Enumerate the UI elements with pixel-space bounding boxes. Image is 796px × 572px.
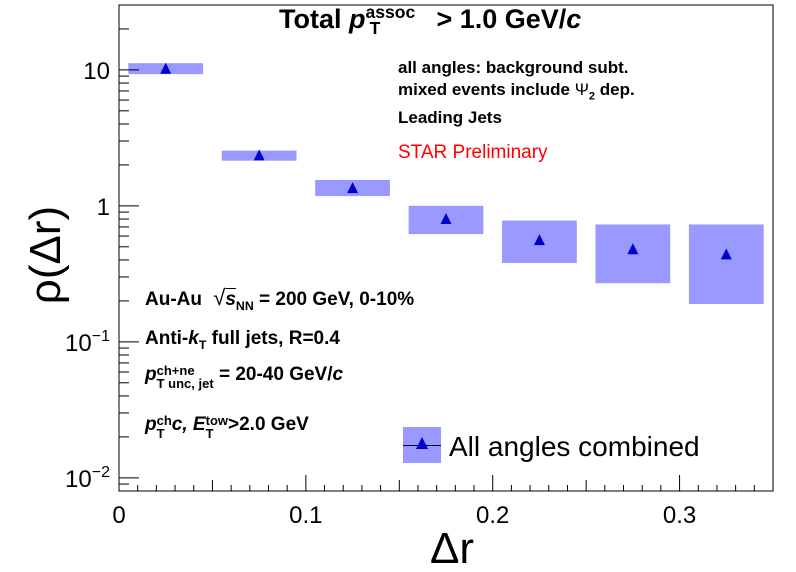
- sqrt-symbol: √: [213, 285, 226, 310]
- annotation-pt: p ch+ne T unc, jet = 20-40 GeV/c: [145, 362, 344, 391]
- annotation-line2-prefix: mixed events include: [398, 80, 570, 99]
- cut-p: p: [145, 414, 157, 436]
- title-suffix: > 1.0 GeV/: [436, 4, 567, 34]
- system-suffix: = 200 GeV, 0-10%: [259, 289, 415, 310]
- y-tick-label: 10: [83, 58, 110, 85]
- legend: All angles combined: [403, 427, 763, 472]
- pt-sub: T unc, jet: [156, 376, 214, 391]
- s-sub: NN: [235, 298, 254, 313]
- pt-c: c: [332, 364, 344, 386]
- data-point-3: [440, 213, 452, 225]
- data-point-4: [533, 234, 545, 246]
- y-tick-labels: 10−2 10−1 1 10: [65, 58, 110, 493]
- cut-E-sub: T: [205, 426, 214, 441]
- data-point-1: [253, 149, 265, 161]
- jets-k: k: [188, 328, 199, 349]
- jets-prefix: Anti-: [145, 328, 189, 349]
- data-point-6: [720, 248, 732, 260]
- data-markers: [160, 62, 732, 260]
- data-point-0: [160, 62, 172, 74]
- legend-triangle-icon: [416, 437, 428, 449]
- cut-c: c,: [171, 414, 188, 436]
- uncertainty-boxes: [128, 63, 764, 304]
- cut-E: E: [192, 414, 206, 436]
- chart-title: Total passocT > 1.0 GeV/c: [279, 2, 582, 39]
- title-p: p: [349, 4, 366, 34]
- annotation-line2-suffix: dep.: [599, 80, 635, 99]
- jets-suffix: full jets, R=0.4: [211, 328, 340, 349]
- y-tick-label: 10−1: [65, 328, 110, 357]
- s-symbol: s: [225, 289, 236, 310]
- plot-frame: [118, 4, 774, 492]
- x-tick-label: 0: [112, 502, 125, 529]
- annotation-line1: all angles: background subt.: [398, 58, 629, 77]
- x-tick-label: 0.2: [476, 502, 509, 529]
- pt-sup: ch+ne: [156, 363, 195, 378]
- psi-sub: 2: [588, 90, 596, 103]
- y-tick-label: 1: [97, 194, 110, 221]
- y-axis-ticks: [119, 4, 139, 492]
- annotation-system: Au-Au √sNN = 200 GeV, 0-10%: [145, 285, 415, 313]
- jets-k-sub: T: [198, 337, 207, 352]
- x-tick-label: 0.3: [663, 502, 696, 529]
- cut-E-sup: tow: [205, 413, 228, 428]
- x-axis-label: Δr: [430, 524, 474, 572]
- data-point-2: [347, 182, 359, 194]
- x-tick-label: 0.1: [289, 502, 322, 529]
- annotation-line2: mixed events include Ψ2 dep.: [398, 80, 635, 103]
- y-axis-label: ρ(Δr): [21, 206, 70, 304]
- y-tick-label: 10−2: [65, 464, 110, 493]
- cut-p-sup: ch: [156, 413, 172, 428]
- annotation-jets: Anti-kT full jets, R=0.4: [145, 328, 340, 352]
- data-point-5: [627, 243, 639, 255]
- cut-suffix: >2.0 GeV: [228, 414, 309, 436]
- pt-suffix: = 20-40 GeV/: [218, 364, 333, 386]
- uncertainty-box-6: [688, 224, 764, 304]
- cut-p-sub: T: [156, 426, 165, 441]
- pt-p: p: [145, 364, 157, 386]
- title-c: c: [566, 4, 582, 34]
- annotation-line3: Leading Jets: [398, 108, 502, 127]
- legend-label: All angles combined: [449, 431, 700, 462]
- title-sup: assoc: [365, 2, 416, 22]
- x-axis-ticks: [118, 475, 774, 491]
- system-prefix: Au-Au: [145, 289, 202, 310]
- psi-symbol: Ψ: [574, 80, 589, 99]
- title-prefix: Total: [279, 4, 342, 34]
- x-tick-labels: 0 0.1 0.2 0.3: [112, 502, 696, 529]
- title-sub: T: [369, 18, 381, 39]
- star-preliminary: STAR Preliminary: [398, 142, 548, 163]
